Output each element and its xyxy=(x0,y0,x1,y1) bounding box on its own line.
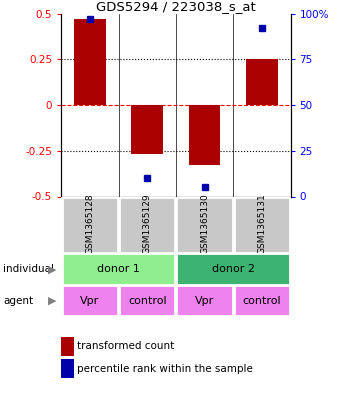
Bar xyxy=(234,196,290,253)
Bar xyxy=(234,285,290,316)
Bar xyxy=(246,59,278,105)
Text: donor 2: donor 2 xyxy=(212,264,255,274)
Text: ▶: ▶ xyxy=(48,296,57,306)
Text: donor 1: donor 1 xyxy=(97,264,140,274)
Bar xyxy=(119,285,175,316)
Bar xyxy=(176,285,233,316)
Text: control: control xyxy=(128,296,167,306)
Text: Vpr: Vpr xyxy=(195,296,214,306)
Bar xyxy=(62,285,118,316)
Text: GSM1365129: GSM1365129 xyxy=(143,193,152,254)
Text: GSM1365128: GSM1365128 xyxy=(85,193,94,254)
Bar xyxy=(176,196,233,253)
Text: GSM1365130: GSM1365130 xyxy=(200,193,209,254)
Bar xyxy=(176,253,290,285)
Text: agent: agent xyxy=(4,296,34,306)
Bar xyxy=(189,105,220,165)
Bar xyxy=(132,105,163,154)
Bar xyxy=(62,196,118,253)
Bar xyxy=(119,196,175,253)
Title: GDS5294 / 223038_s_at: GDS5294 / 223038_s_at xyxy=(96,0,256,13)
Text: transformed count: transformed count xyxy=(77,341,174,351)
Bar xyxy=(74,19,106,105)
Text: Vpr: Vpr xyxy=(80,296,99,306)
Text: control: control xyxy=(243,296,281,306)
Text: percentile rank within the sample: percentile rank within the sample xyxy=(77,364,253,374)
Text: ▶: ▶ xyxy=(48,264,57,274)
Text: GSM1365131: GSM1365131 xyxy=(257,193,266,254)
Text: individual: individual xyxy=(4,264,55,274)
Bar xyxy=(62,253,175,285)
